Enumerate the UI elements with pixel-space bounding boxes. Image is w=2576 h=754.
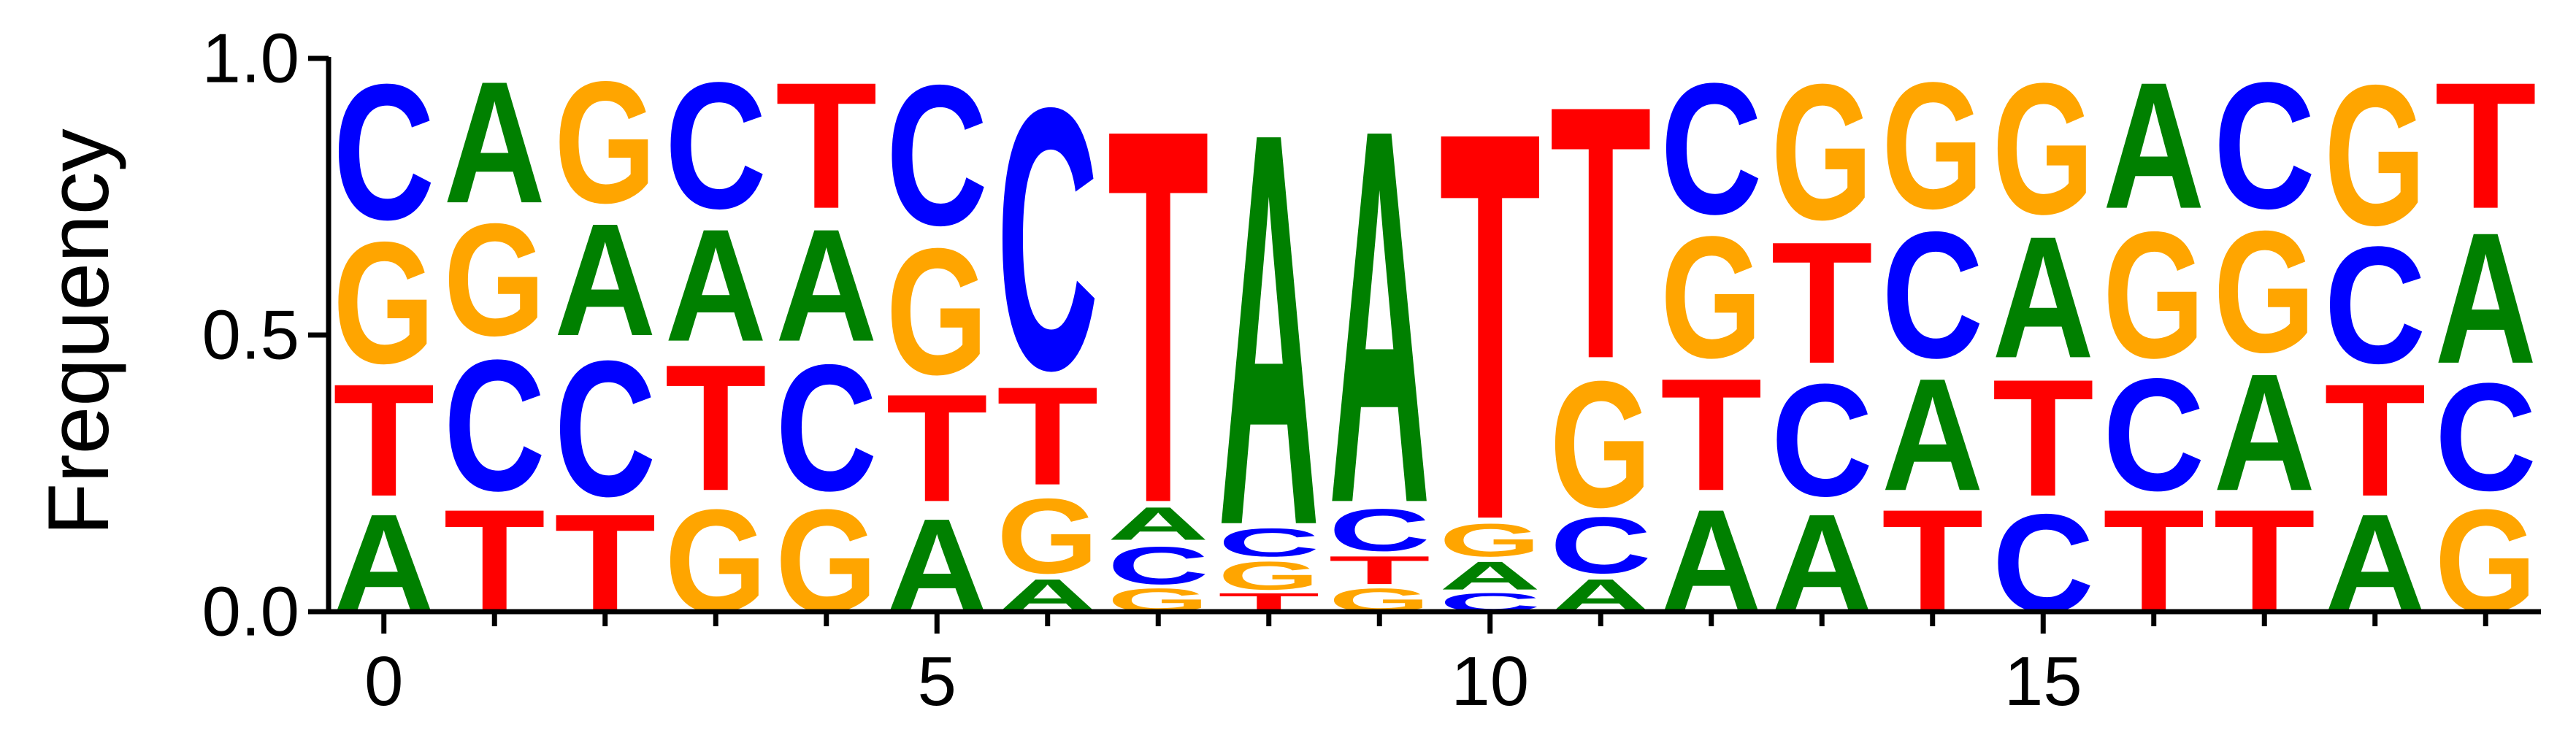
logo-letter-c: C [1108, 536, 1209, 596]
logo-letter-c: C [1550, 501, 1652, 590]
logo-letter-t: T [1660, 345, 1762, 524]
logo-letter-c: C [1771, 350, 1873, 529]
logo-letter-c: C [1660, 45, 1762, 254]
logo-letter-c: C [2324, 211, 2426, 398]
logo-letter-t: T [333, 351, 434, 530]
logo-letter-t: T [1771, 207, 1873, 400]
logo-letter-a: A [1993, 200, 2094, 394]
logo-letter-t: T [886, 363, 988, 534]
logo-letter-a: A [665, 196, 767, 374]
logo-letter-g: G [444, 191, 545, 369]
logo-letter-g: G [997, 477, 1098, 596]
logo-letter-c: C [444, 322, 545, 531]
logo-letter-t: T [1329, 548, 1430, 593]
logo-letter-c: C [2435, 351, 2537, 523]
logo-letter-c: C [1218, 520, 1319, 565]
logo-letter-a: A [2435, 195, 2537, 404]
logo-letter-g: G [1550, 344, 1652, 545]
logo-letter-g: G [1660, 200, 1762, 395]
logo-letter-c: C [2214, 45, 2315, 246]
logo-letter-a: A [1329, 19, 1430, 615]
logo-letter-t: T [665, 328, 767, 528]
logo-letter-a: A [1439, 554, 1541, 599]
y-axis-label: Frequency [31, 128, 127, 536]
logo-letter-a: A [1882, 345, 1983, 524]
logo-letter-t: T [997, 358, 1098, 515]
logo-letter-c: C [333, 45, 434, 261]
logo-letter-c: C [665, 45, 767, 246]
y-tick-label: 1.0 [202, 20, 299, 98]
logo-letter-c: C [554, 321, 656, 537]
logo-letter-a: A [1218, 15, 1319, 642]
y-axis-label-group: Frequency [31, 128, 127, 536]
x-tick-label: 10 [1451, 642, 1529, 720]
logo-letter-c: C [1329, 497, 1430, 564]
logo-letter-a: A [2103, 45, 2204, 246]
x-tick-label: 0 [364, 642, 403, 720]
y-tick-label: 0.5 [202, 296, 299, 374]
logo-letter-a: A [1108, 498, 1209, 550]
y-tick-label: 0.0 [202, 573, 299, 651]
logo-letter-a: A [444, 45, 545, 239]
logo-letter-t: T [2324, 351, 2426, 530]
logo-letter-c: C [775, 326, 877, 528]
logo-letter-g: G [1218, 553, 1319, 598]
logo-letter-g: G [1771, 44, 1873, 260]
logo-letter-t: T [2435, 45, 2537, 246]
logo-letter-g: G [333, 205, 434, 400]
axes: 0.0 0.5 1.0 0 5 10 15 [202, 20, 2541, 720]
logo-letter-t: T [1993, 345, 2094, 531]
logo-letter-c: C [2103, 345, 2204, 524]
logo-letter-g: G [886, 211, 988, 412]
logo-letter-g: G [2324, 44, 2426, 268]
logo-letter-g: G [554, 45, 656, 239]
logo-letter-t: T [1108, 17, 1209, 614]
x-tick-label: 15 [2004, 642, 2082, 720]
logo-letter-g: G [1439, 514, 1541, 566]
logo-letter-g: G [1993, 44, 2094, 253]
logo-letter-c: C [1882, 193, 1983, 395]
logo-letter-t: T [1439, 16, 1541, 635]
logo-letter-c: C [886, 44, 988, 268]
logo-letter-g: G [2103, 194, 2204, 396]
logo-letter-a: A [775, 196, 877, 374]
logo-letter-g: G [1882, 45, 1983, 246]
logo-letter-t: T [775, 45, 877, 246]
logo-letter-c: C [997, 31, 1098, 449]
logo-letter-t: T [1550, 31, 1652, 434]
logo-letter-g: G [2214, 194, 2315, 389]
logo-letter-a: A [554, 190, 656, 369]
logo-letter-a: A [2214, 339, 2315, 526]
x-tick-label: 5 [918, 642, 957, 720]
